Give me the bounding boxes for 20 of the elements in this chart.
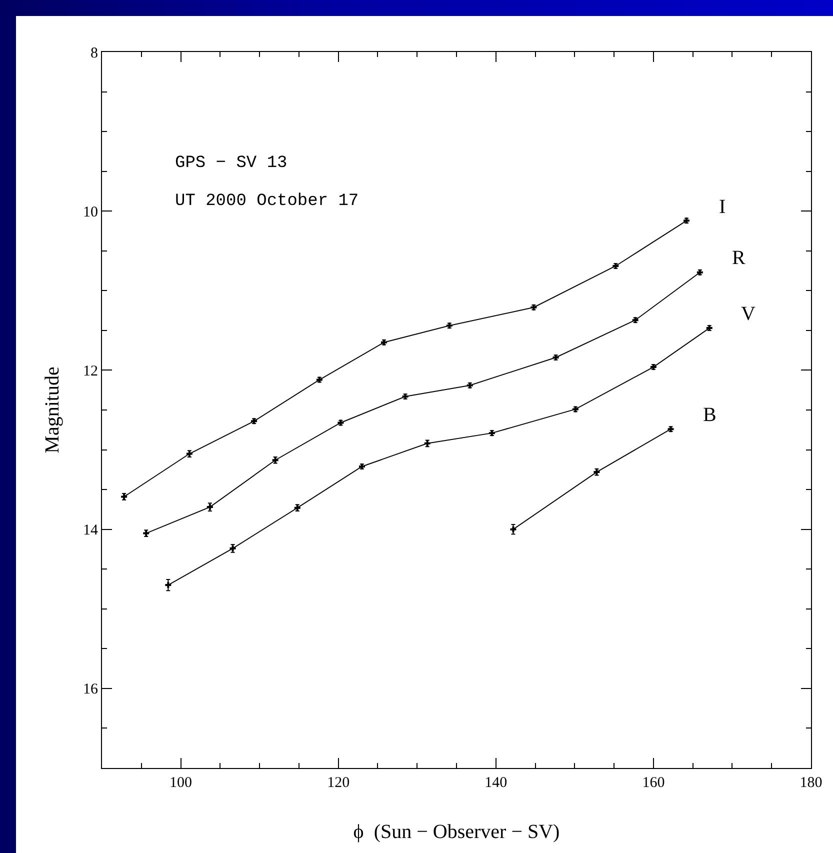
series-label: R <box>732 247 746 269</box>
x-tick-label: 120 <box>327 775 350 791</box>
x-tick-label: 100 <box>170 775 192 791</box>
y-tick-label: 10 <box>83 204 98 220</box>
annotation: GPS − SV 13 <box>175 154 288 173</box>
point <box>510 526 516 532</box>
series-label: B <box>703 404 716 426</box>
y-tick-label: 16 <box>83 682 98 698</box>
x-tick-label: 180 <box>800 775 822 791</box>
y-tick-label: 12 <box>83 363 98 380</box>
x-tick-label: 160 <box>642 775 665 791</box>
annotation: UT 2000 October 17 <box>175 192 359 211</box>
point <box>165 582 172 588</box>
y-tick-label: 14 <box>83 522 98 539</box>
x-tick-label: 140 <box>484 775 508 791</box>
y-axis-title: Magnitude <box>42 366 64 454</box>
series-label: I <box>719 196 726 218</box>
series-label: V <box>741 303 756 325</box>
y-tick-label: 8 <box>90 45 98 62</box>
x-axis-title: ϕ (Sun − Observer − SV) <box>353 821 560 843</box>
